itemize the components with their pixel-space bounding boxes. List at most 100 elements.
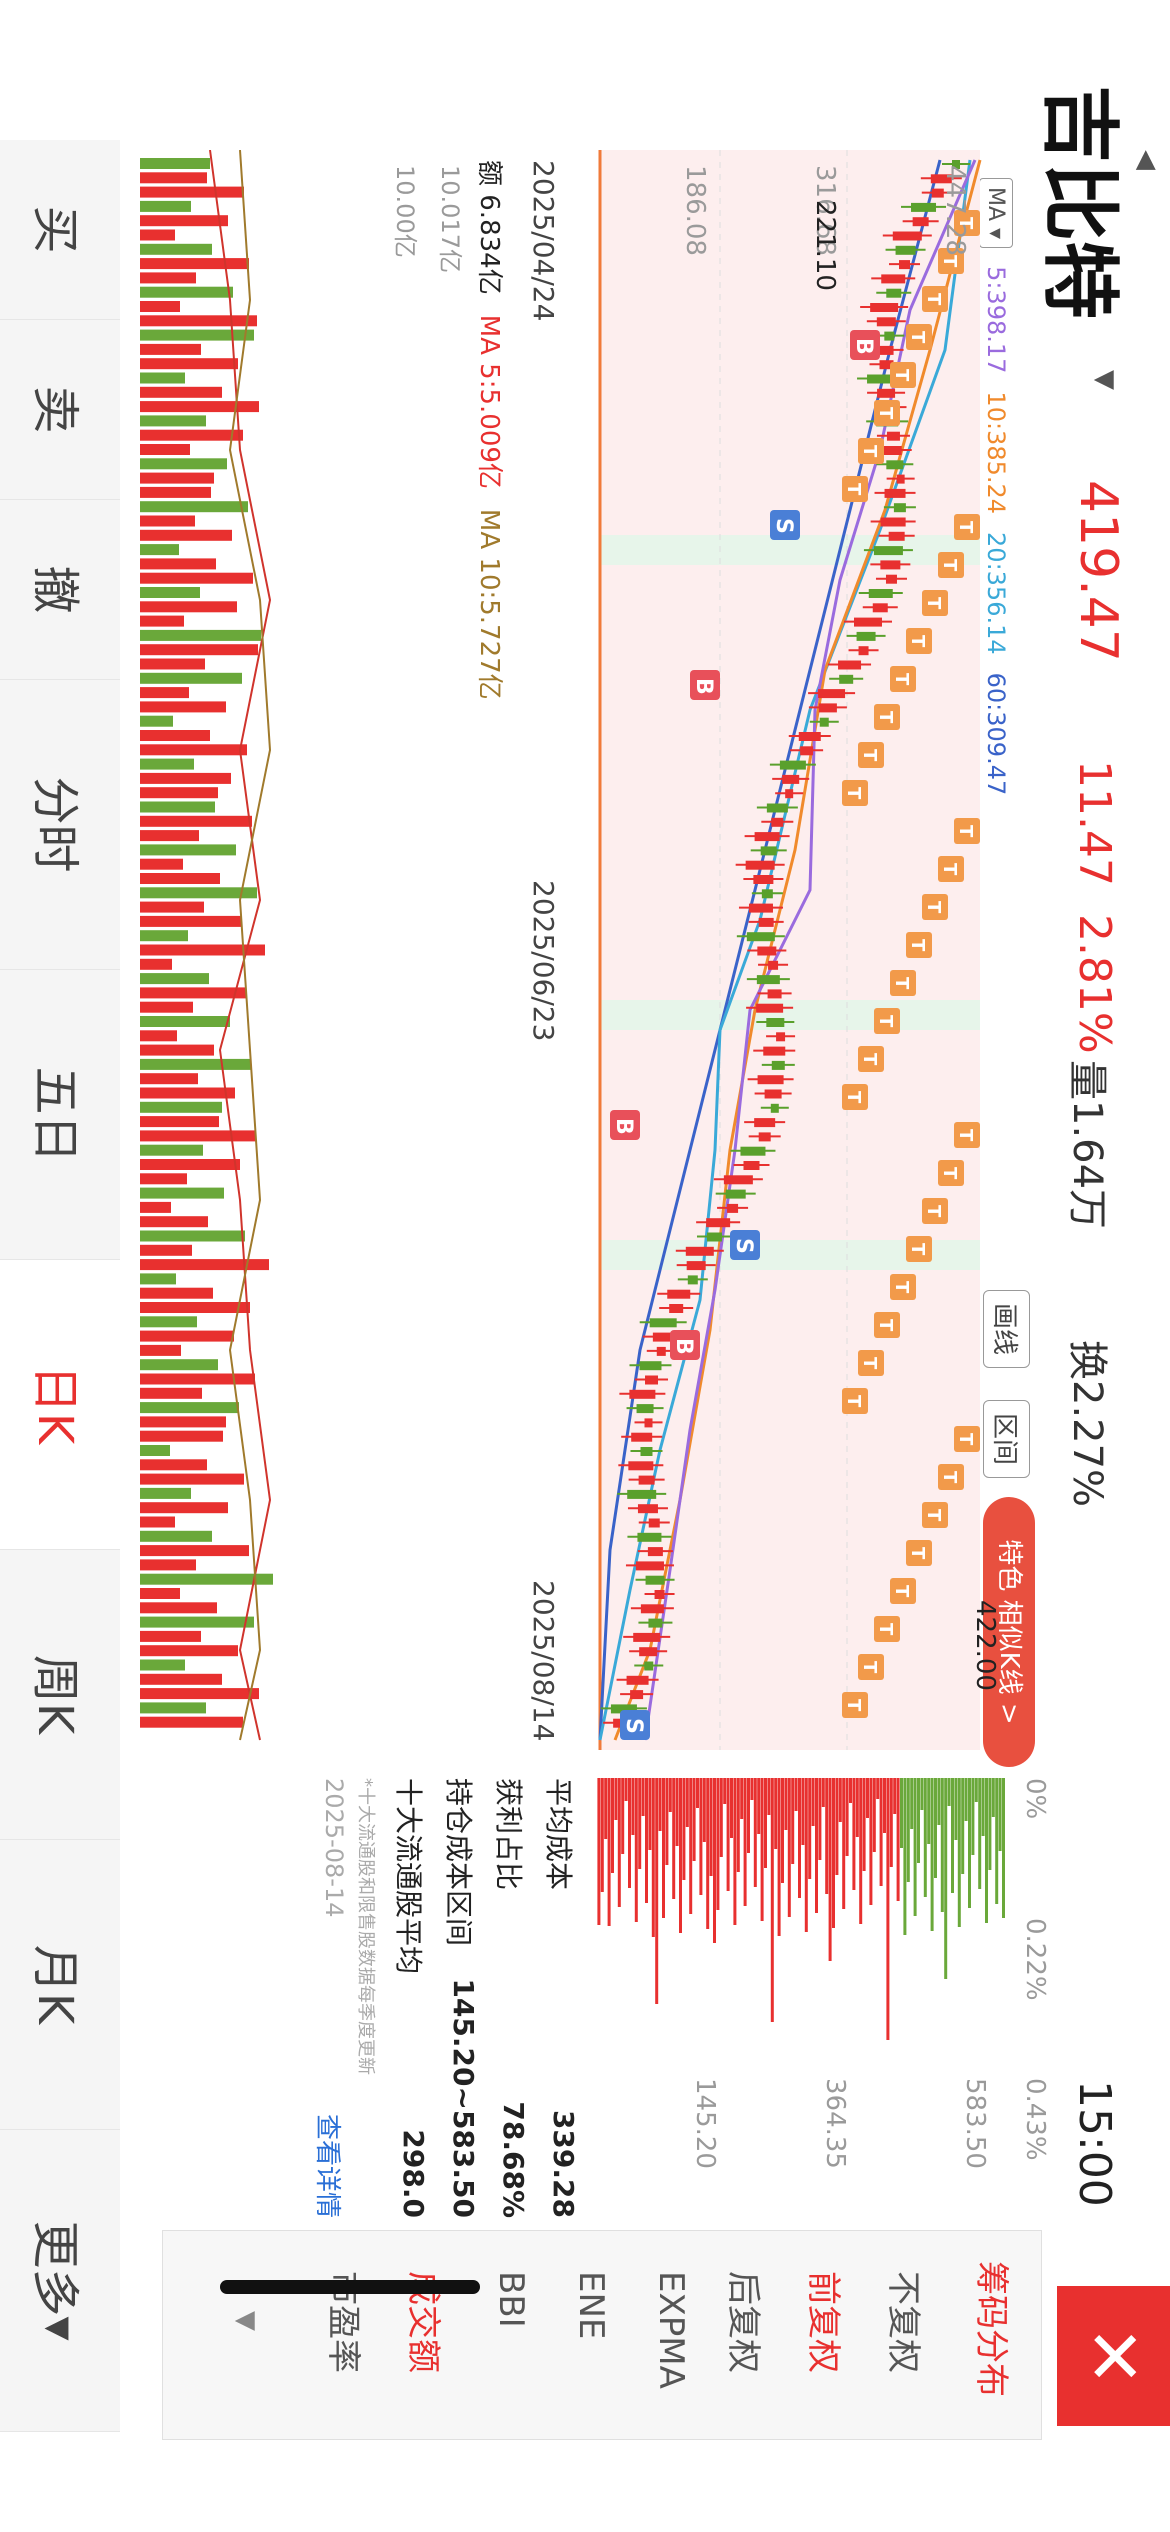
signal-marker[interactable] <box>954 514 980 540</box>
signal-marker[interactable] <box>906 1236 932 1262</box>
signal-marker[interactable] <box>874 1312 900 1338</box>
tab-weekly-k[interactable]: 周K <box>0 1550 120 1840</box>
menu-item-1[interactable]: 前复权 <box>803 2271 843 2373</box>
signal-marker[interactable] <box>938 248 964 274</box>
signal-marker[interactable] <box>858 1046 884 1072</box>
kline-chart[interactable]: B S B S B B S T T T T T T T T T T T T T T T T T T T T T T T T T T T T T T T T T… <box>130 150 1020 1750</box>
signal-marker-label: T <box>843 483 864 496</box>
tab-buy[interactable]: 买 <box>0 140 120 320</box>
signal-marker[interactable] <box>922 1198 948 1224</box>
tab-five-day[interactable]: 五日 <box>0 970 120 1260</box>
stock-name[interactable]: 吉比特 <box>1034 85 1124 320</box>
tab-daily-k[interactable]: 日K <box>0 1260 120 1550</box>
volume-bar <box>140 200 191 212</box>
stripe <box>600 535 980 565</box>
tab-cancel[interactable]: 撤 <box>0 500 120 680</box>
menu-item-5[interactable]: BBI <box>491 2271 531 2328</box>
signal-marker[interactable] <box>954 210 980 236</box>
signal-marker[interactable] <box>922 286 948 312</box>
top10-label[interactable]: 十大流通股平均 <box>392 1778 425 1975</box>
signal-marker[interactable] <box>954 1426 980 1452</box>
signal-marker[interactable] <box>858 438 884 464</box>
chip-bar <box>808 1778 812 1879</box>
signal-marker[interactable] <box>690 670 720 700</box>
volume-bar <box>140 687 189 699</box>
menu-item-4[interactable]: ENE <box>571 2271 611 2340</box>
signal-marker[interactable] <box>906 628 932 654</box>
volume-bar <box>140 1287 213 1299</box>
signal-marker[interactable] <box>890 1578 916 1604</box>
candle-body <box>626 1675 649 1685</box>
signal-marker[interactable] <box>842 1084 868 1110</box>
candle-body <box>635 1561 664 1571</box>
signal-marker[interactable] <box>938 1464 964 1490</box>
chip-bar <box>842 1778 846 1909</box>
signal-marker[interactable] <box>874 1008 900 1034</box>
signal-marker[interactable] <box>922 894 948 920</box>
signal-marker[interactable] <box>858 742 884 768</box>
signal-marker[interactable] <box>954 1122 980 1148</box>
candle-body <box>743 1161 760 1170</box>
signal-marker[interactable] <box>938 856 964 882</box>
tab-more[interactable]: 更多 ▾ <box>0 2130 120 2432</box>
signal-marker[interactable] <box>890 970 916 996</box>
signal-marker[interactable] <box>610 1110 640 1140</box>
signal-marker[interactable] <box>842 780 868 806</box>
menu-item-0[interactable]: 不复权 <box>883 2271 923 2373</box>
time-label: 15:00 <box>1069 2080 1120 2207</box>
signal-marker[interactable] <box>670 1330 700 1360</box>
signal-marker[interactable] <box>842 1692 868 1718</box>
volume-chart[interactable] <box>130 150 390 1750</box>
range-label: 持仓成本区间 <box>442 1778 475 1947</box>
volume-amount: 额 6.834亿 <box>474 160 504 295</box>
signal-marker[interactable] <box>730 1230 760 1260</box>
signal-marker[interactable] <box>874 400 900 426</box>
signal-marker-label: T <box>955 825 976 838</box>
menu-expand-icon[interactable]: ▼ <box>231 2311 261 2331</box>
chip-bar <box>747 1778 750 1853</box>
close-button[interactable]: ✕ <box>1057 2286 1170 2426</box>
signal-marker[interactable] <box>938 1160 964 1186</box>
signal-marker[interactable] <box>922 590 948 616</box>
signal-marker-label: T <box>859 749 880 762</box>
candle-body <box>630 1690 644 1700</box>
tab-monthly-k[interactable]: 月K <box>0 1840 120 2130</box>
chip-bar <box>723 1778 727 1804</box>
dropdown-triangle-icon[interactable]: ▼ <box>1090 370 1120 390</box>
signal-marker-label: B <box>611 1118 636 1135</box>
signal-marker[interactable] <box>842 476 868 502</box>
signal-marker[interactable] <box>906 932 932 958</box>
signal-marker-label: T <box>859 1357 880 1370</box>
signal-marker[interactable] <box>850 330 880 360</box>
menu-item-2[interactable]: 后复权 <box>723 2271 763 2373</box>
signal-marker[interactable] <box>770 510 800 540</box>
tab-sell[interactable]: 卖 <box>0 320 120 500</box>
signal-marker-label: T <box>955 521 976 534</box>
signal-marker[interactable] <box>858 1654 884 1680</box>
signal-marker[interactable] <box>906 1540 932 1566</box>
chip-bar <box>713 1778 716 1943</box>
signal-marker-label: B <box>691 678 716 695</box>
candle-body <box>892 231 922 241</box>
signal-marker[interactable] <box>858 1350 884 1376</box>
signal-marker[interactable] <box>890 666 916 692</box>
chip-bar <box>679 1778 682 1933</box>
signal-marker[interactable] <box>938 552 964 578</box>
volume-ma5: MA 5:5.009亿 <box>474 314 504 489</box>
signal-marker[interactable] <box>922 1502 948 1528</box>
menu-item-3[interactable]: EXPMA <box>651 2271 691 2389</box>
signal-marker[interactable] <box>874 1616 900 1642</box>
candle-body <box>706 1232 722 1242</box>
chip-title[interactable]: 筹码分布 <box>971 2261 1011 2397</box>
signal-marker[interactable] <box>890 1274 916 1300</box>
signal-marker[interactable] <box>954 818 980 844</box>
signal-marker[interactable] <box>874 704 900 730</box>
signal-marker[interactable] <box>620 1710 650 1740</box>
detail-link[interactable]: 查看详情 <box>312 2113 342 2218</box>
signal-marker[interactable] <box>906 324 932 350</box>
signal-marker[interactable] <box>842 1388 868 1414</box>
tab-intraday[interactable]: 分时 <box>0 680 120 970</box>
volume-bar <box>140 901 204 913</box>
signal-marker[interactable] <box>890 362 916 388</box>
volume-bar <box>140 329 254 341</box>
